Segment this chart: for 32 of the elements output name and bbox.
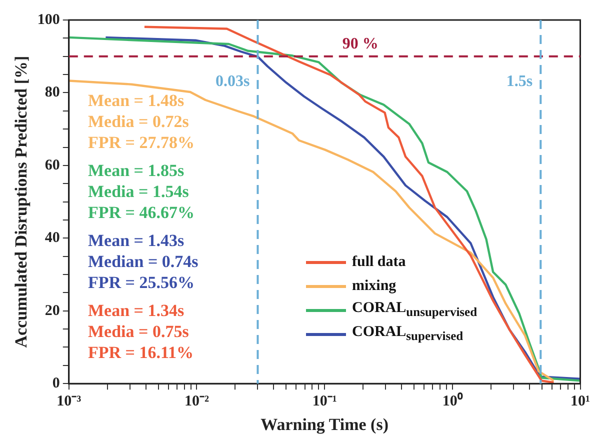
annotation: FPR = 25.56% <box>88 272 196 293</box>
y-tick-label: 100 <box>37 12 60 28</box>
x-axis-title: Warning Time (s) <box>260 415 388 434</box>
annotation: FPR = 16.11% <box>88 342 195 363</box>
y-tick-label: 40 <box>44 230 60 246</box>
legend-label: full data <box>352 254 406 270</box>
x-tick-label: 10⁰ <box>442 391 464 410</box>
annotation: Media = 0.75s <box>88 321 190 342</box>
y-tick-label: 0 <box>52 375 60 392</box>
y-tick-label: 20 <box>44 302 60 319</box>
ref-line-label: 1.5s <box>506 73 533 90</box>
legend-label: CORAL$_{supervised}$ <box>352 324 464 344</box>
annotation: Mean = 1.48s <box>88 90 186 111</box>
y-tick-label: 60 <box>44 157 60 174</box>
x-tick-label: 10⁻² <box>184 393 210 410</box>
x-tick-label: 10⁻³ <box>56 393 82 410</box>
x-tick-label: 10⁻¹ <box>312 393 337 410</box>
x-tick-label: 10¹ <box>570 393 590 410</box>
annotation: FPR = 27.78% <box>88 132 196 153</box>
y-tick-label: 80 <box>44 84 60 101</box>
annotation: Median = 0.74s <box>88 251 198 272</box>
ref-line-label: 90 % <box>342 36 378 52</box>
annotation: Mean = 1.43s <box>88 230 186 251</box>
legend-label: CORAL$_{unsupervised}$ <box>352 300 478 320</box>
y-axis-title: Accumulated Disruptions Predicted [%] <box>12 56 31 348</box>
annotation: FPR = 46.67% <box>88 202 196 223</box>
legend-label: mixing <box>352 278 396 294</box>
annotation: Mean = 1.85s <box>88 160 186 181</box>
annotation: Mean = 1.34s <box>88 300 186 321</box>
ref-line-label: 0.03s <box>216 73 250 90</box>
annotation: Media = 0.72s <box>88 111 190 132</box>
annotation: Media = 1.54s <box>88 181 190 202</box>
